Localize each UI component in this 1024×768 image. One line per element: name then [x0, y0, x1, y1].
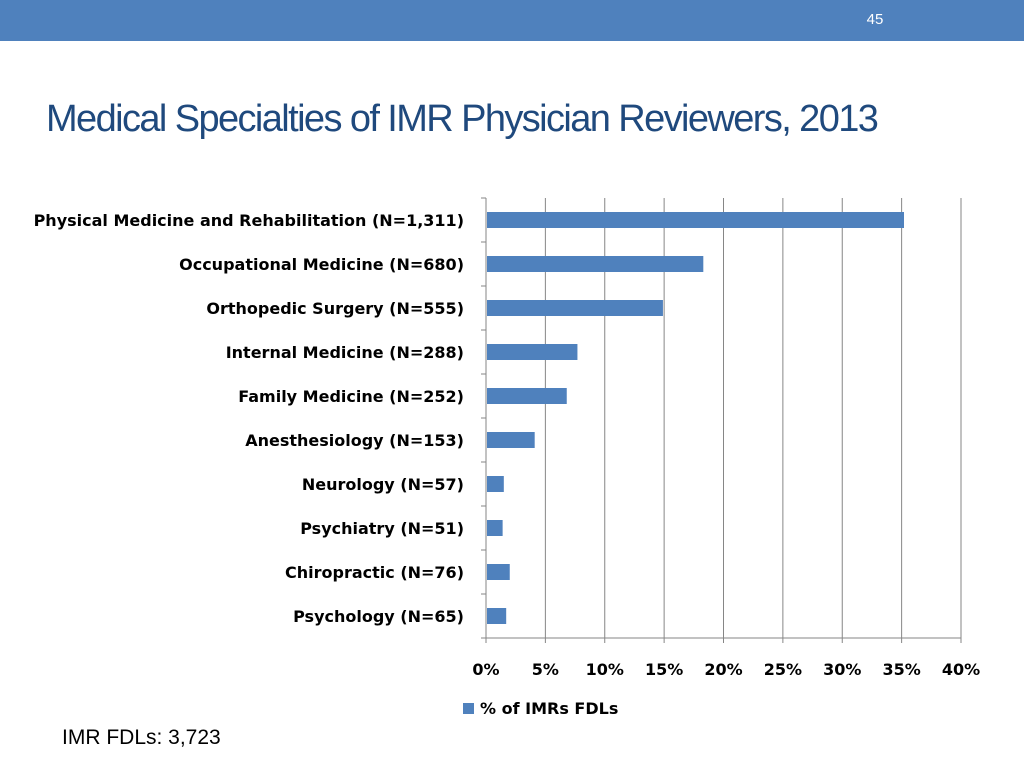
bar	[487, 476, 504, 492]
x-tick-label: 25%	[764, 660, 802, 679]
bar	[487, 520, 503, 536]
category-label: Family Medicine (N=252)	[238, 387, 464, 406]
bar	[487, 344, 578, 360]
slide-title: Medical Specialties of IMR Physician Rev…	[46, 98, 879, 140]
category-label: Chiropractic (N=76)	[285, 563, 464, 582]
footnote: IMR FDLs: 3,723	[62, 726, 221, 749]
x-tick-label: 20%	[704, 660, 742, 679]
legend-swatch	[463, 703, 474, 714]
x-tick-label: 15%	[645, 660, 683, 679]
category-label: Occupational Medicine (N=680)	[179, 255, 464, 274]
x-tick-label: 5%	[532, 660, 559, 679]
x-tick-label: 0%	[472, 660, 499, 679]
category-label: Psychiatry (N=51)	[300, 519, 464, 538]
bar	[487, 300, 663, 316]
legend-label: % of IMRs FDLs	[480, 699, 618, 718]
header-bar: 45	[0, 0, 1024, 41]
bar	[487, 608, 507, 624]
x-tick-label: 35%	[882, 660, 920, 679]
category-label: Physical Medicine and Rehabilitation (N=…	[34, 211, 464, 230]
bar	[487, 388, 567, 404]
bar	[487, 432, 535, 448]
category-label: Orthopedic Surgery (N=555)	[206, 299, 464, 318]
x-tick-label: 10%	[586, 660, 624, 679]
category-label: Neurology (N=57)	[302, 475, 464, 494]
category-label: Anesthesiology (N=153)	[245, 431, 464, 450]
category-label: Psychology (N=65)	[293, 607, 464, 626]
bar	[487, 564, 510, 580]
x-tick-label: 40%	[942, 660, 980, 679]
page-number: 45	[866, 11, 884, 28]
category-label: Internal Medicine (N=288)	[226, 343, 464, 362]
bar	[487, 212, 904, 228]
x-tick-label: 30%	[823, 660, 861, 679]
bar	[487, 256, 704, 272]
